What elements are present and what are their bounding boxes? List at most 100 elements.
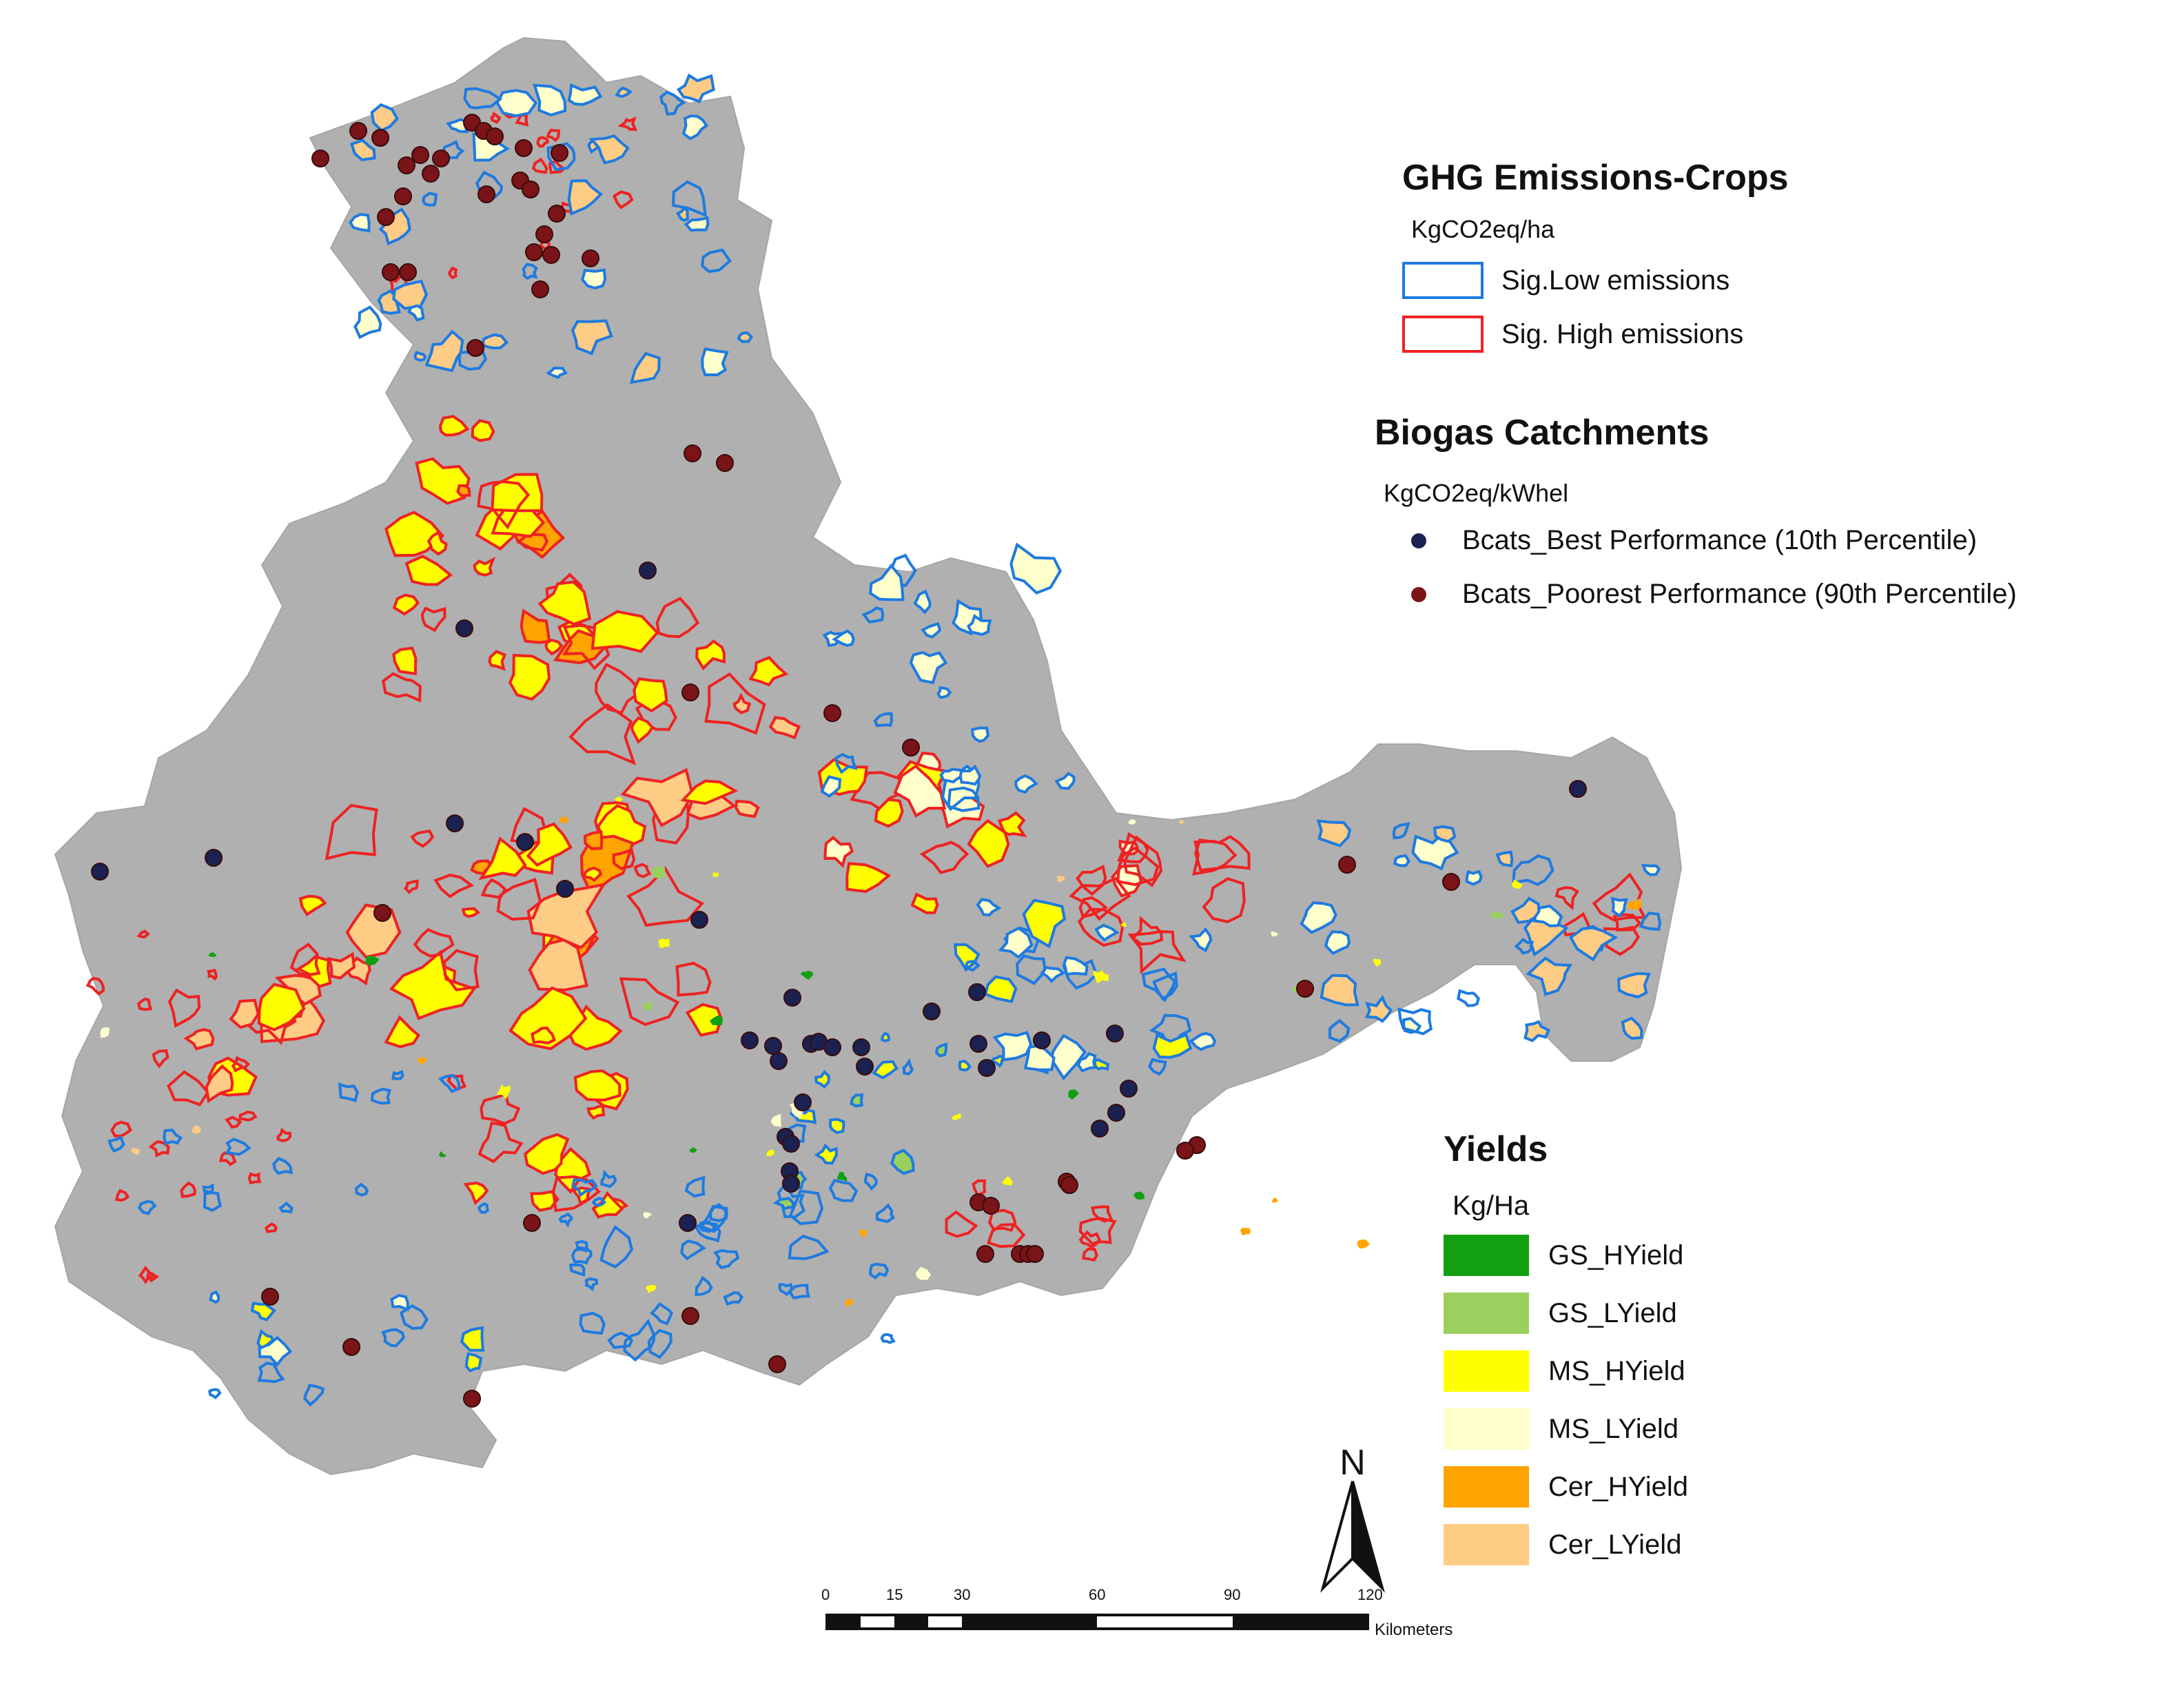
low-emission-area bbox=[1014, 774, 1038, 794]
best-performance-point bbox=[516, 833, 534, 851]
yield-patch bbox=[1294, 1225, 1302, 1232]
best-performance-point bbox=[856, 1058, 874, 1076]
poorest-performance-point bbox=[349, 122, 367, 140]
low-emission-area bbox=[983, 975, 1018, 1003]
scale-tick-label: 90 bbox=[1224, 1586, 1241, 1603]
high-emission-area bbox=[1078, 1230, 1101, 1249]
low-emission-area bbox=[630, 351, 661, 384]
yield-patch bbox=[438, 1151, 447, 1157]
poorest-performance-point bbox=[522, 181, 540, 198]
cer-hyield-swatch bbox=[1444, 1466, 1529, 1508]
high-emission-area bbox=[447, 266, 458, 280]
yield-patch bbox=[1272, 1197, 1278, 1203]
scale-segment bbox=[827, 1615, 861, 1629]
legend-item-poorest-performance: Bcats_Poorest Performance (90th Percenti… bbox=[1393, 579, 2017, 610]
low-emission-area bbox=[580, 268, 607, 290]
best-performance-point bbox=[679, 1214, 697, 1232]
high-emission-area bbox=[264, 1222, 278, 1233]
yield-patch bbox=[712, 872, 719, 877]
best-performance-point bbox=[91, 863, 109, 881]
yield-patch bbox=[859, 1229, 868, 1238]
low-emission-area bbox=[1393, 854, 1410, 867]
low-emission-area bbox=[1022, 898, 1067, 949]
yield-patch bbox=[1068, 1089, 1079, 1100]
low-emission-area bbox=[463, 87, 503, 110]
high-emission-area bbox=[1077, 907, 1125, 947]
yield-patch bbox=[1204, 1186, 1213, 1191]
high-emission-area bbox=[945, 1210, 978, 1238]
high-emission-area bbox=[626, 866, 704, 927]
ms-lyield-swatch bbox=[1444, 1408, 1529, 1450]
biogas-points-layer bbox=[91, 114, 1587, 1408]
high-emission-area bbox=[508, 654, 551, 701]
high-emission-area bbox=[114, 1189, 130, 1202]
low-emission-area bbox=[890, 1149, 915, 1175]
high-emission-area bbox=[515, 113, 529, 127]
poorest-performance-point bbox=[463, 1390, 481, 1408]
low-emission-area bbox=[1397, 1007, 1433, 1036]
high-emission-area bbox=[586, 1104, 606, 1120]
high-emission-area bbox=[471, 419, 495, 442]
best-performance-point bbox=[782, 1135, 800, 1153]
low-emission-area bbox=[107, 1135, 125, 1153]
low-emission-area bbox=[936, 686, 952, 699]
high-emission-area bbox=[633, 677, 668, 713]
poorest-performance-point bbox=[422, 165, 440, 183]
high-emission-area bbox=[1554, 886, 1579, 911]
legend-biogas-unit: KgCO2eq/kWhel bbox=[1384, 479, 1569, 507]
low-emission-area bbox=[424, 329, 464, 373]
best-performance-point bbox=[205, 849, 223, 867]
low-emission-area bbox=[1016, 954, 1047, 985]
best-performance-point bbox=[1569, 780, 1587, 798]
low-emission-area bbox=[623, 1318, 656, 1362]
low-emission-area bbox=[814, 1143, 839, 1165]
legend-item-label: Cer_HYield bbox=[1548, 1471, 1689, 1502]
legend-item-label: Bcats_Poorest Performance (90th Percenti… bbox=[1462, 579, 2017, 609]
high-emission-area bbox=[413, 927, 455, 958]
low-emission-area bbox=[1152, 971, 1178, 1000]
high-emission-area bbox=[289, 943, 321, 977]
poorest-performance-point bbox=[1060, 1176, 1078, 1194]
poorest-performance-point bbox=[542, 246, 560, 264]
high-emission-area bbox=[247, 1172, 262, 1185]
low-emission-area bbox=[481, 333, 509, 350]
high-emission-area bbox=[675, 961, 712, 997]
low-emission-area bbox=[778, 1283, 794, 1297]
yield-patch bbox=[1489, 911, 1505, 919]
best-performance-point bbox=[764, 1037, 782, 1055]
poorest-performance-point bbox=[394, 187, 412, 205]
low-emission-area bbox=[1300, 901, 1337, 934]
low-emission-area bbox=[575, 1239, 588, 1253]
high-emission-area bbox=[274, 974, 322, 1006]
low-emission-area bbox=[828, 1179, 859, 1202]
scale-tick-label: 60 bbox=[1089, 1586, 1106, 1603]
low-emission-area bbox=[989, 1055, 1006, 1068]
high-emission-area bbox=[403, 879, 419, 894]
high-emission-area bbox=[526, 883, 606, 949]
high-emission-area bbox=[554, 1146, 592, 1194]
high-emission-area bbox=[404, 555, 453, 586]
legend-yields-unit: Kg/Ha bbox=[1453, 1191, 1530, 1221]
yield-patch bbox=[836, 1171, 848, 1182]
legend-item-cer-hyield: Cer_HYield bbox=[1444, 1466, 1688, 1508]
high-emission-area bbox=[1076, 865, 1107, 896]
yield-patch bbox=[1179, 820, 1184, 824]
low-emission-area bbox=[788, 1284, 810, 1300]
low-emission-area bbox=[349, 138, 376, 162]
best-performance-point bbox=[823, 1038, 841, 1056]
low-emission-area bbox=[873, 712, 894, 728]
high-emission-area bbox=[433, 873, 475, 898]
poorest-performance-point bbox=[582, 249, 599, 267]
high-emission-area bbox=[893, 764, 947, 818]
low-emission-area bbox=[954, 943, 981, 972]
poorest-performance-point bbox=[411, 146, 429, 164]
high-emission-area bbox=[1592, 872, 1648, 922]
low-emission-area bbox=[1054, 772, 1076, 790]
low-emission-area bbox=[1189, 1032, 1217, 1051]
low-emission-area bbox=[1093, 1058, 1109, 1071]
yield-patch bbox=[365, 956, 380, 966]
low-emission-area bbox=[546, 142, 576, 172]
high-emission-area bbox=[238, 1110, 258, 1122]
low-emission-area bbox=[709, 1202, 729, 1222]
